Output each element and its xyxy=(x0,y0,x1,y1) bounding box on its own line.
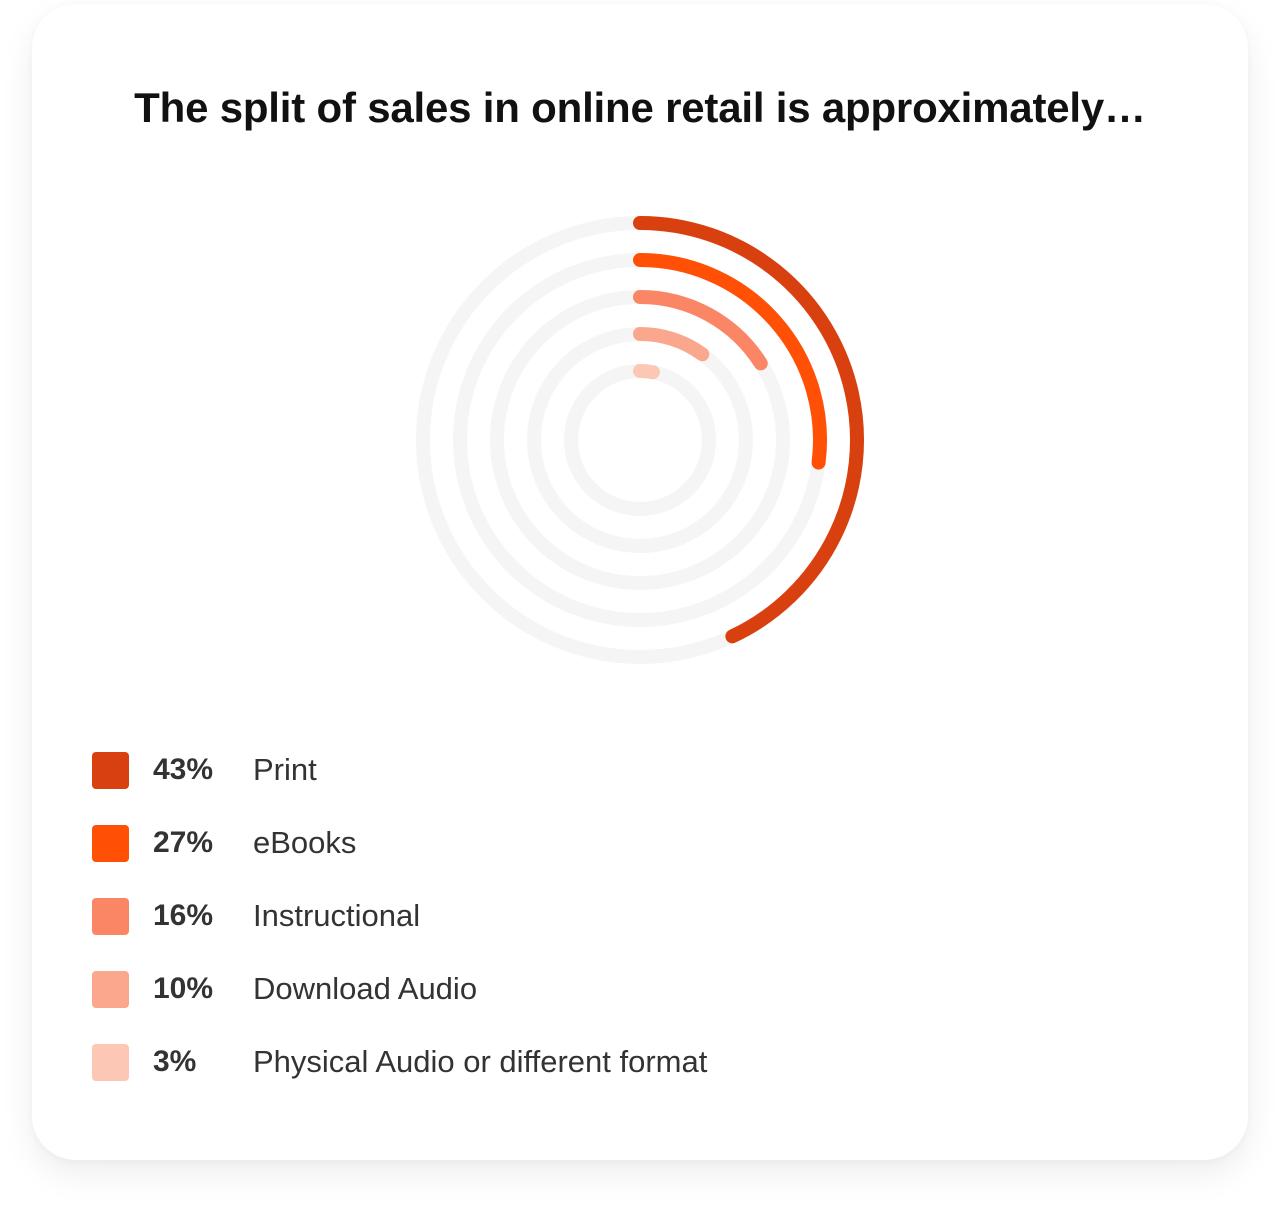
legend-item: 27% eBooks xyxy=(92,824,992,862)
legend-swatch xyxy=(92,897,129,935)
legend-item: 10% Download Audio xyxy=(92,970,992,1008)
legend-value: 27% xyxy=(153,826,214,859)
ring-arc-instructional xyxy=(633,290,768,371)
legend-item: 3% Physical Audio or different format xyxy=(92,1043,992,1081)
ring-arc-ebooks xyxy=(633,253,827,470)
legend-item: 43% Print xyxy=(92,751,992,789)
legend-swatch xyxy=(92,1043,129,1081)
legend-label: Instructional xyxy=(253,898,421,933)
legend-value: 43% xyxy=(153,753,214,786)
legend-label: Physical Audio or different format xyxy=(253,1044,708,1079)
legend-label: Download Audio xyxy=(253,971,478,1006)
chart-title: The split of sales in online retail is a… xyxy=(134,84,1146,131)
legend-swatch xyxy=(92,751,129,789)
ring-arc-print xyxy=(633,216,864,644)
ring-arc-download-audio xyxy=(633,327,710,362)
legend-swatch xyxy=(92,824,129,862)
ring-track xyxy=(564,364,716,516)
legend-value: 16% xyxy=(153,899,214,932)
chart-legend: 43% Print 27% eBooks 16% Instructional 1… xyxy=(92,751,992,1117)
legend-label: Print xyxy=(253,752,317,787)
legend-value: 10% xyxy=(153,972,214,1005)
legend-value: 3% xyxy=(153,1045,197,1078)
radial-bar-chart xyxy=(416,216,864,664)
legend-label: eBooks xyxy=(253,825,357,860)
ring-arc-physical-audio-or-different-format xyxy=(633,364,660,380)
legend-item: 16% Instructional xyxy=(92,897,992,935)
legend-swatch xyxy=(92,970,129,1008)
